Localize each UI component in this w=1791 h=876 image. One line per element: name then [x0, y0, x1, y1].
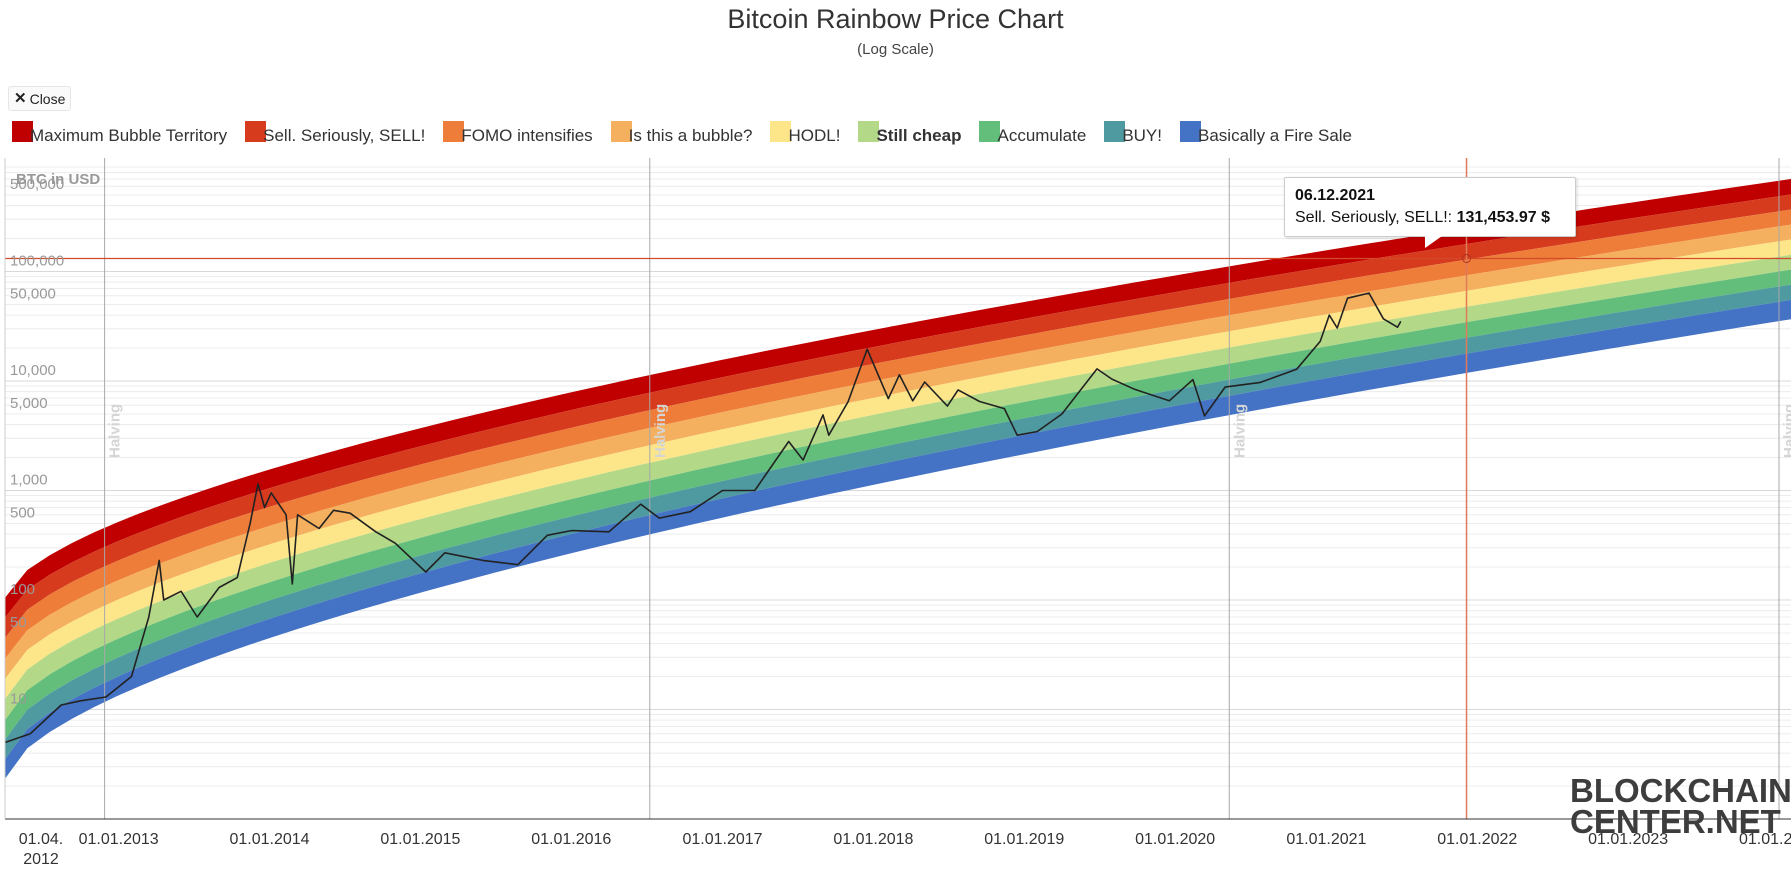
- legend-swatch: [245, 121, 267, 142]
- x-tick-label: 01.01.2023: [1588, 831, 1668, 848]
- legend-swatch: [979, 121, 1001, 142]
- y-tick-label: 50: [10, 614, 27, 631]
- legend-item[interactable]: Sell. Seriously, SELL!: [245, 121, 425, 146]
- tooltip-series: Sell. Seriously, SELL!: [1295, 209, 1448, 226]
- blockchaincenter-logo: BLOCKCHAIN CENTER.NET: [1570, 772, 1791, 840]
- chart-tooltip: 06.12.2021 Sell. Seriously, SELL!: 131,4…: [1284, 177, 1576, 237]
- legend-label: FOMO intensifies: [461, 126, 593, 145]
- page-subtitle: (Log Scale): [857, 41, 934, 58]
- legend-item[interactable]: Maximum Bubble Territory: [12, 121, 227, 146]
- halving-label: Halving: [652, 404, 669, 458]
- y-tick-label: 5,000: [10, 395, 48, 412]
- legend-swatch: [443, 121, 465, 142]
- legend-swatch: [12, 121, 33, 142]
- rainbow-band: [5, 299, 1791, 779]
- y-tick-label: 10: [10, 691, 27, 708]
- tooltip-date: 06.12.2021: [1295, 187, 1376, 204]
- legend-item[interactable]: FOMO intensifies: [443, 121, 593, 146]
- y-tick-label: 50,000: [10, 285, 56, 302]
- close-button[interactable]: ✕ Close: [8, 86, 72, 111]
- close-button-label: Close: [29, 90, 66, 107]
- x-tick-label: 01.01.2020: [1135, 831, 1215, 848]
- y-tick-label: 1,000: [10, 472, 48, 489]
- x-tick-label: 01.01.2017: [682, 831, 762, 848]
- legend-label: Still cheap: [876, 126, 962, 145]
- halving-label: Halving: [1781, 404, 1791, 458]
- logo-line-2: CENTER.NET: [1570, 803, 1781, 840]
- legend-swatch: [1104, 121, 1126, 142]
- halving-label: Halving: [1231, 404, 1248, 458]
- legend-item[interactable]: BUY!: [1104, 121, 1162, 146]
- y-tick-label: 500: [10, 504, 35, 521]
- crosshair-marker: [1462, 253, 1472, 263]
- legend-label: BUY!: [1122, 126, 1162, 145]
- close-icon: ✕: [14, 89, 27, 107]
- tooltip-value: 131,453.97 $: [1456, 209, 1550, 226]
- legend-label: Is this a bubble?: [628, 126, 753, 145]
- x-tick-label: 01.04.: [19, 831, 63, 848]
- legend-item[interactable]: HODL!: [770, 121, 840, 146]
- x-tick-label: 01.01.2016: [531, 831, 611, 848]
- x-tick-label: 01.01.2014: [229, 831, 309, 848]
- legend-item[interactable]: Is this a bubble?: [610, 121, 753, 146]
- legend-item[interactable]: Basically a Fire Sale: [1180, 121, 1352, 146]
- x-tick-label: 01.01.2015: [380, 831, 460, 848]
- rainbow-chart: Halving Halving Halving Halving BTC in USD 10…: [0, 158, 1791, 876]
- legend-label: HODL!: [788, 126, 841, 145]
- page-title: Bitcoin Rainbow Price Chart: [727, 4, 1064, 34]
- x-tick-label: 01.01.2022: [1437, 831, 1517, 848]
- legend-item[interactable]: Accumulate: [979, 121, 1086, 146]
- y-tick-label: 100,000: [10, 253, 64, 270]
- y-tick-label: 10,000: [10, 362, 56, 379]
- logo-line-1: BLOCKCHAIN: [1570, 772, 1791, 809]
- legend-item[interactable]: Still cheap: [858, 121, 961, 146]
- legend-swatch: [610, 121, 632, 142]
- y-axis-title: BTC in USD: [16, 171, 100, 188]
- tooltip-row: Sell. Seriously, SELL!: 131,453.97 $: [1295, 209, 1550, 226]
- legend-swatch: [770, 121, 792, 142]
- x-tick-label: 01.01.2018: [833, 831, 913, 848]
- legend-swatch: [858, 121, 880, 142]
- chart-legend: Maximum Bubble Territory Sell. Seriously,…: [12, 121, 1370, 145]
- legend-label: Basically a Fire Sale: [1198, 126, 1353, 145]
- x-tick-label: 2012: [23, 851, 59, 868]
- legend-swatch: [1180, 121, 1201, 142]
- legend-label: Accumulate: [997, 126, 1087, 145]
- price-line: [4, 292, 1402, 744]
- y-tick-label: 500,000: [10, 176, 64, 193]
- x-tick-label: 01.01.2019: [984, 831, 1064, 848]
- halving-label: Halving: [107, 404, 124, 458]
- legend-label: Maximum Bubble Territory: [30, 126, 228, 145]
- x-tick-label: 01.01.2021: [1286, 831, 1366, 848]
- legend-label: Sell. Seriously, SELL!: [263, 126, 426, 145]
- y-tick-label: 100: [10, 581, 35, 598]
- x-tick-label: 01.01.2024: [1739, 831, 1791, 848]
- x-tick-label: 01.01.2013: [79, 831, 159, 848]
